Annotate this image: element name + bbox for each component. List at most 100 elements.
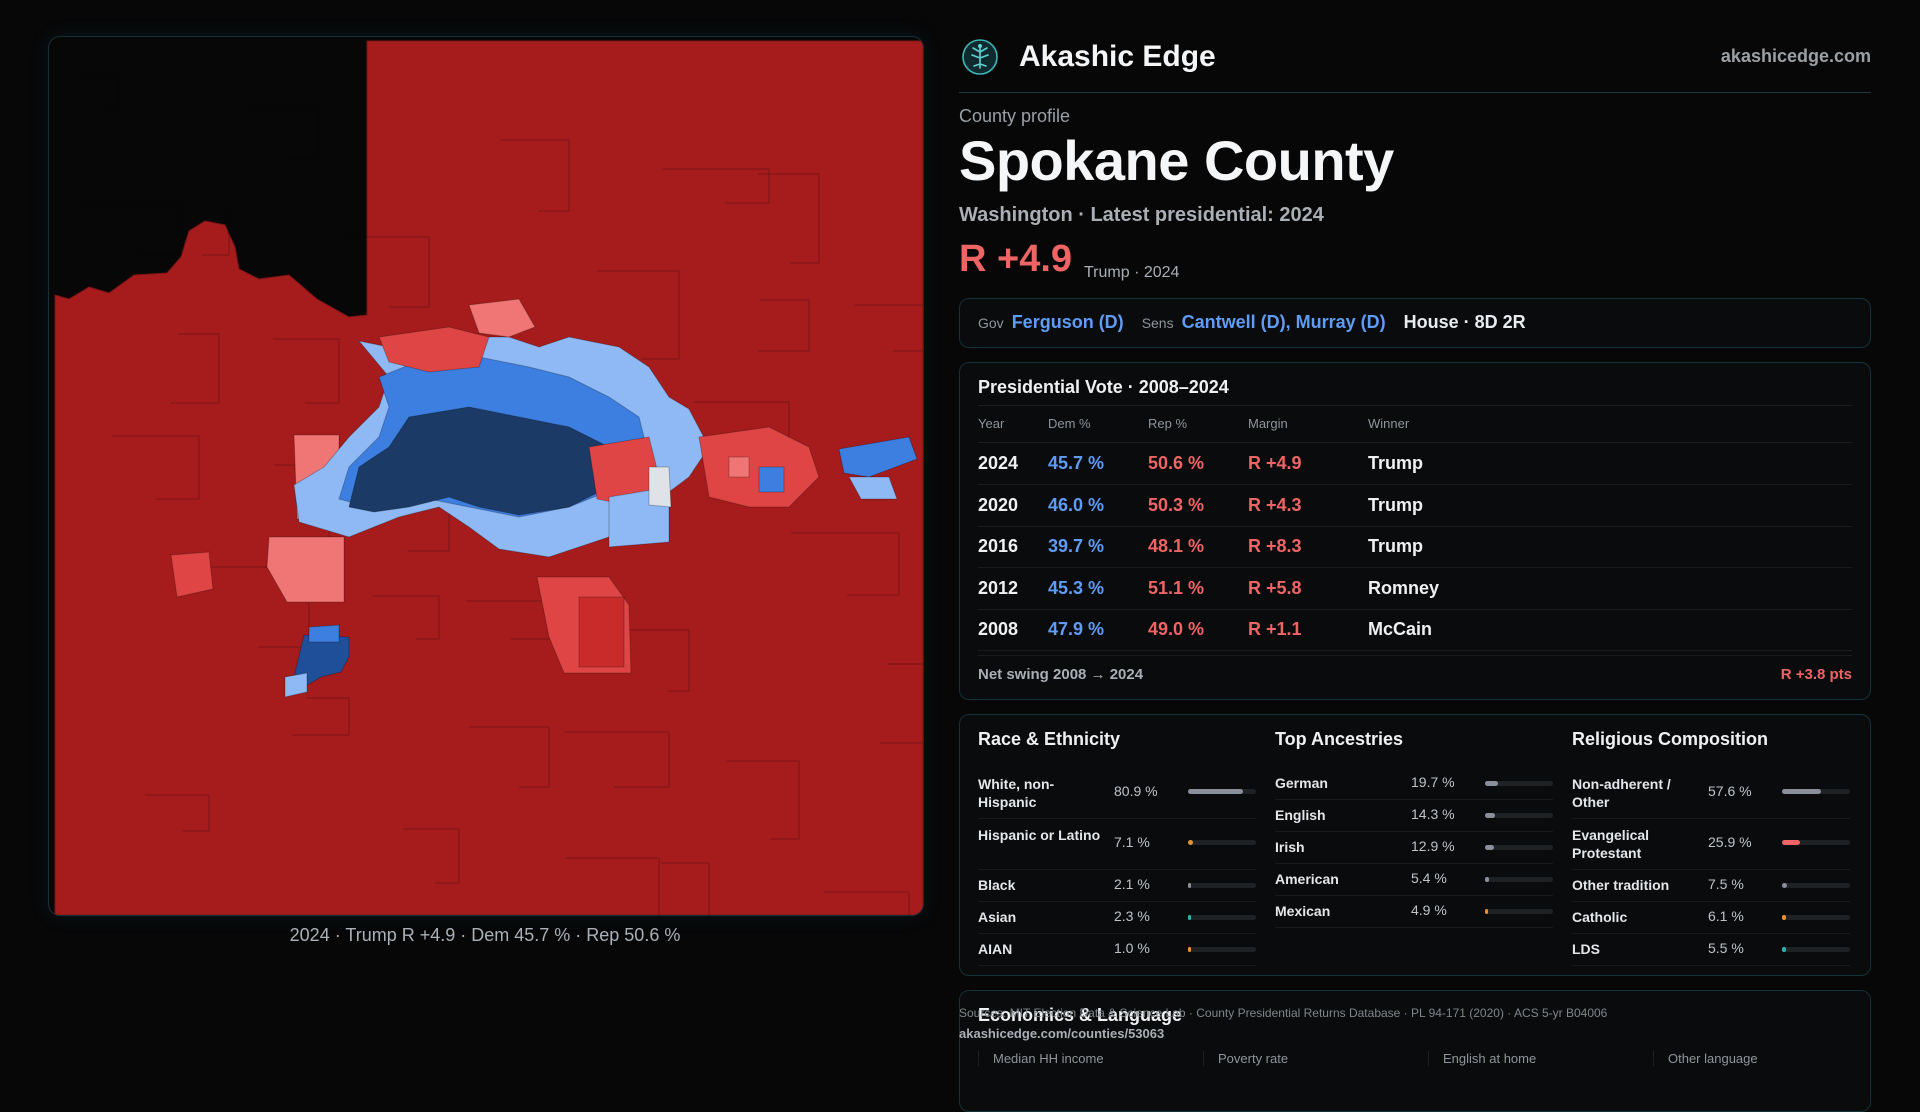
tree-icon[interactable] [961, 38, 999, 76]
share-bar-fill [1188, 915, 1191, 920]
row-label: Catholic [1572, 909, 1628, 925]
year-cell: 2024 [978, 453, 1019, 473]
list-item: Black 2.1 % [978, 869, 1256, 902]
senators-link[interactable]: Cantwell (D), Murray (D) [1181, 312, 1386, 332]
list-item: AIAN 1.0 % [978, 933, 1256, 966]
row-label: German [1275, 775, 1328, 791]
row-label: Hispanic or Latino [978, 827, 1101, 843]
col-year: Year [978, 416, 1005, 431]
brand-name[interactable]: Akashic Edge [1019, 40, 1216, 73]
share-bar [1782, 915, 1850, 920]
map-caption: 2024 · Trump R +4.9 · Dem 45.7 % · Rep 5… [289, 925, 681, 945]
winner-cell: McCain [1368, 619, 1433, 639]
precinct-boundary [824, 891, 910, 915]
ancestries-title: Top Ancestries [1275, 729, 1404, 749]
list-item: Other tradition 7.5 % [1572, 869, 1850, 902]
precinct-boundary [242, 105, 320, 160]
precinct-cheney-south[interactable] [284, 672, 308, 698]
row-value: 7.1 % [1114, 834, 1150, 850]
other-language-cell: Other language [1653, 1051, 1868, 1066]
table-row[interactable]: 2016 39.7 % 48.1 % R +8.3 Trump [978, 526, 1852, 568]
gov-label: Gov [978, 315, 1004, 331]
dem-cell: 39.7 % [1048, 536, 1105, 556]
share-bar [1782, 840, 1850, 845]
share-bar [1485, 845, 1553, 850]
dem-cell: 47.9 % [1048, 619, 1105, 639]
precinct-otis-orchards[interactable] [838, 436, 918, 478]
precinct-boundary [176, 207, 230, 256]
governor-link[interactable]: Ferguson (D) [1011, 312, 1124, 332]
precinct-map-svg [54, 40, 923, 915]
row-value: 7.5 % [1708, 876, 1744, 892]
share-bar [1485, 909, 1553, 914]
precinct-boundary [630, 629, 690, 692]
source-url[interactable]: akashicedge.com/counties/53063 [959, 1026, 1165, 1041]
precinct-east-valley-1[interactable] [728, 456, 750, 478]
col-winner: Winner [1368, 416, 1410, 431]
site-link[interactable]: akashicedge.com [1720, 46, 1871, 66]
row-label: Evangelical Protestant [1572, 827, 1650, 861]
col-rep: Rep % [1148, 416, 1188, 431]
precinct-spokane-core[interactable] [348, 406, 610, 516]
precinct-boundary [273, 338, 340, 404]
col-margin: Margin [1248, 416, 1288, 431]
table-row[interactable]: 2020 46.0 % 50.3 % R +4.3 Trump [978, 485, 1852, 527]
list-item: Hispanic or Latino 7.1 % [978, 818, 1256, 870]
row-value: 14.3 % [1411, 806, 1455, 822]
net-swing-value: R +3.8 pts [1780, 666, 1852, 683]
precinct-airway-heights[interactable] [266, 536, 345, 603]
precinct-boundary [81, 202, 180, 256]
precinct-cheney-north[interactable] [308, 624, 340, 643]
precinct-newman-lake[interactable] [848, 476, 898, 500]
dem-cell: 45.7 % [1048, 453, 1105, 473]
table-row[interactable]: 2012 45.3 % 51.1 % R +5.8 Romney [978, 568, 1852, 610]
row-value: 2.3 % [1114, 908, 1150, 924]
row-label: Black [978, 877, 1016, 893]
precinct-tossup[interactable] [648, 466, 672, 508]
share-bar-fill [1782, 947, 1786, 952]
precinct-moran[interactable] [578, 596, 625, 668]
share-bar [1782, 883, 1850, 888]
dem-cell: 46.0 % [1048, 494, 1105, 515]
winner-cell: Trump [1368, 453, 1424, 473]
row-label: Other tradition [1572, 877, 1670, 893]
share-bar [1782, 789, 1850, 794]
share-bar-fill [1188, 789, 1243, 794]
row-label: Irish [1275, 839, 1305, 855]
share-bar-fill [1485, 909, 1489, 914]
precinct-boundary [469, 726, 550, 788]
share-bar-fill [1782, 840, 1800, 845]
share-bar-fill [1188, 840, 1193, 845]
share-bar-fill [1782, 789, 1822, 794]
precinct-boundary [500, 139, 570, 212]
precinct-medical-lake[interactable] [170, 551, 214, 598]
winner-cell: Trump [1368, 494, 1424, 515]
precinct-boundary [566, 857, 660, 915]
precinct-boundary [564, 731, 670, 788]
precinct-mead[interactable] [468, 298, 536, 338]
precinct-boundary [663, 168, 770, 204]
table-row[interactable]: 2024 45.7 % 50.6 % R +4.9 Trump [978, 443, 1852, 485]
precinct-north-spokane[interactable] [378, 326, 490, 373]
list-item: Mexican 4.9 % [1275, 895, 1553, 928]
precinct-east-valley-2[interactable] [758, 466, 785, 493]
precinct-boundary [880, 663, 923, 744]
net-swing-row: Net swing 2008 → 2024 R +3.8 pts [978, 655, 1852, 690]
year-cell: 2020 [978, 494, 1019, 515]
row-label: White, non-Hispanic [978, 776, 1055, 810]
share-bar [1188, 915, 1256, 920]
median-income-label: Median HH income [993, 1051, 1104, 1066]
margin-cell: R +4.3 [1248, 494, 1302, 515]
share-bar [1188, 883, 1256, 888]
precinct-boundary [661, 862, 710, 915]
margin-cell: R +4.9 [1248, 453, 1302, 473]
year-cell: 2008 [978, 619, 1019, 639]
site-header: Akashic Edge akashicedge.com [959, 36, 1871, 93]
officials-card: Gov Ferguson (D) Sens Cantwell (D), Murr… [959, 298, 1871, 348]
county-map[interactable] [48, 36, 924, 916]
list-item: American 5.4 % [1275, 863, 1553, 896]
table-row[interactable]: 2008 47.9 % 49.0 % R +1.1 McCain [978, 609, 1852, 651]
col-dem: Dem % [1048, 416, 1091, 431]
rep-cell: 50.3 % [1148, 494, 1205, 515]
share-bar-fill [1188, 883, 1191, 888]
